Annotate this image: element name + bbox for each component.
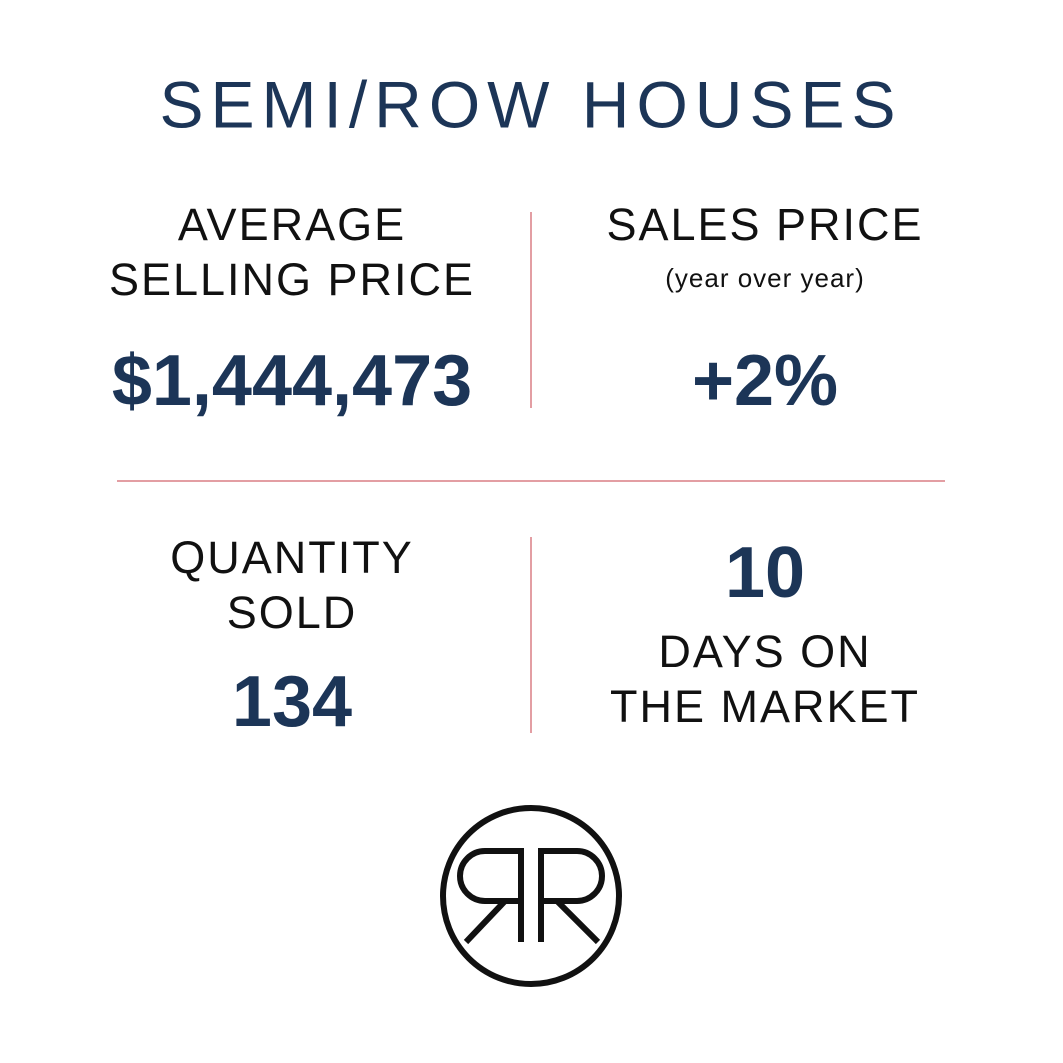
stat-label: QUANTITY bbox=[170, 532, 414, 583]
stat-label: SALES PRICE bbox=[606, 199, 923, 250]
stat-label: SELLING PRICE bbox=[109, 254, 475, 305]
stat-note: (year over year) bbox=[665, 263, 865, 293]
stat-label: DAYS ON bbox=[658, 626, 871, 677]
stat-label: SOLD bbox=[227, 587, 358, 638]
stat-label: THE MARKET bbox=[610, 681, 920, 732]
stat-value: 134 bbox=[232, 662, 352, 742]
stat-value: +2% bbox=[692, 341, 838, 421]
stat-value: 10 bbox=[725, 533, 805, 613]
title: SEMI/ROW HOUSES bbox=[159, 67, 902, 141]
logo bbox=[440, 805, 622, 987]
stat-value: $1,444,473 bbox=[112, 341, 472, 421]
stat-label: AVERAGE bbox=[178, 199, 406, 250]
